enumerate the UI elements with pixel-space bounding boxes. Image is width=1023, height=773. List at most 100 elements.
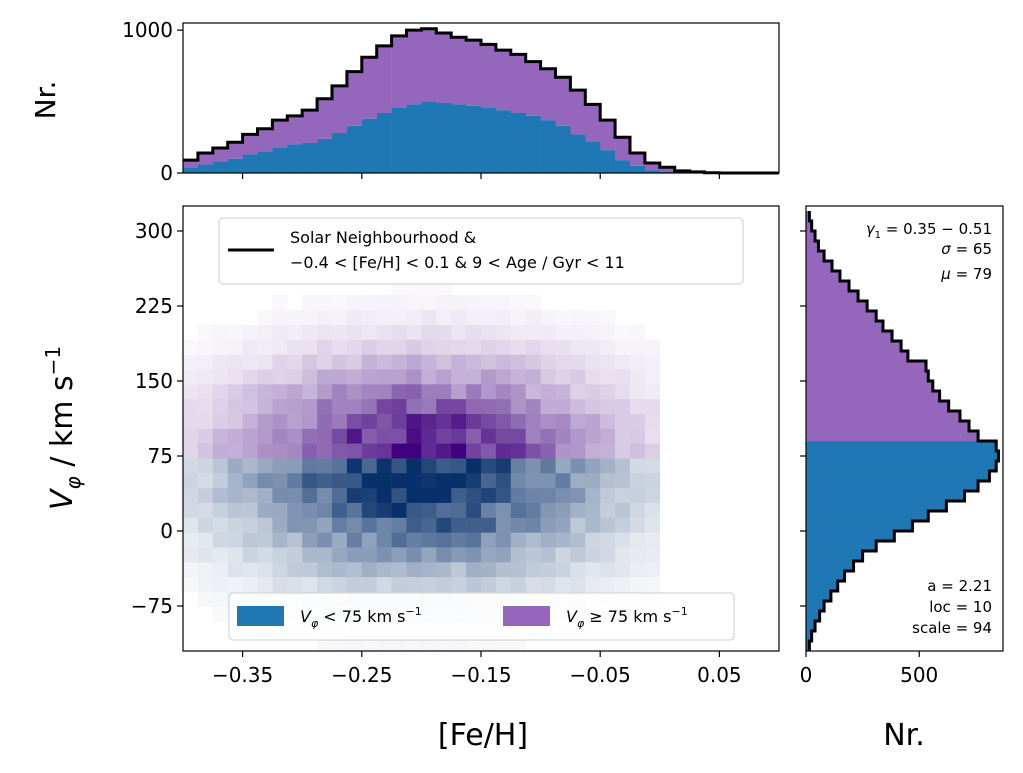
heatmap-cell bbox=[466, 309, 482, 325]
heatmap-cell bbox=[585, 517, 601, 533]
heatmap-cell bbox=[630, 384, 646, 400]
heatmap-cell bbox=[540, 428, 556, 444]
heatmap-cell bbox=[272, 502, 288, 518]
heatmap-cell bbox=[421, 413, 437, 429]
heatmap-cell bbox=[481, 384, 497, 400]
right-bar-low bbox=[806, 491, 965, 502]
heatmap-cell bbox=[585, 458, 601, 474]
heatmap-cell bbox=[600, 517, 616, 533]
heatmap-cell bbox=[332, 354, 348, 370]
heatmap-cell bbox=[406, 562, 422, 578]
top-bar-low bbox=[436, 103, 452, 173]
right-bar-low bbox=[806, 521, 913, 532]
heatmap-cell bbox=[495, 443, 512, 459]
top-bar-high bbox=[257, 128, 273, 152]
heatmap-cell bbox=[421, 369, 437, 385]
heatmap-cell bbox=[183, 562, 199, 578]
heatmap-cell bbox=[481, 562, 497, 578]
heatmap-cell bbox=[466, 443, 482, 459]
heatmap-cell bbox=[406, 576, 422, 592]
heatmap-cell bbox=[361, 532, 377, 548]
heatmap-cell bbox=[391, 295, 407, 311]
heatmap-cell bbox=[451, 576, 467, 592]
heatmap-cell bbox=[481, 502, 497, 518]
heatmap-cell bbox=[317, 324, 333, 340]
heatmap-cell bbox=[272, 413, 288, 429]
heatmap-cell bbox=[346, 517, 363, 533]
top-bar-high bbox=[495, 50, 512, 111]
heatmap-cell bbox=[600, 473, 616, 489]
right-bar-high bbox=[806, 331, 893, 342]
heatmap-cell bbox=[510, 443, 526, 459]
top-bar-low bbox=[227, 158, 243, 173]
right-bar-high bbox=[806, 281, 850, 292]
heatmap-cell bbox=[570, 547, 586, 563]
heatmap-cell bbox=[615, 547, 631, 563]
heatmap-cell bbox=[332, 309, 348, 325]
top-y-tick-label: 0 bbox=[160, 161, 173, 185]
annotation-bottom-right: a = 2.21 loc = 10 scale = 94 bbox=[912, 577, 992, 637]
heatmap-cell bbox=[302, 473, 318, 489]
annotation-top-right: γ1 = 0.35 − 0.51 σ = 65 μ = 79 bbox=[866, 220, 992, 283]
heatmap-cell bbox=[227, 532, 243, 548]
heatmap-cell bbox=[376, 576, 392, 592]
top-bar-low bbox=[451, 104, 467, 173]
heatmap-cell bbox=[227, 547, 243, 563]
heatmap-cell bbox=[197, 369, 214, 385]
heatmap-cell bbox=[495, 398, 512, 414]
heatmap-cell bbox=[451, 384, 467, 400]
heatmap-cell bbox=[436, 369, 452, 385]
top-y-tick-label: 1000 bbox=[122, 18, 173, 42]
right-bar-low bbox=[806, 451, 999, 462]
heatmap-cell bbox=[466, 354, 482, 370]
heatmap-cell bbox=[391, 458, 407, 474]
heatmap-cell bbox=[436, 502, 452, 518]
annotation-a: a = 2.21 bbox=[927, 577, 992, 595]
heatmap-cell bbox=[510, 487, 526, 503]
heatmap-cell bbox=[451, 473, 467, 489]
heatmap-cell bbox=[570, 384, 586, 400]
heatmap-cell bbox=[317, 339, 333, 355]
heatmap-cell bbox=[406, 398, 422, 414]
right-bar-low bbox=[806, 581, 838, 592]
right-bar-low bbox=[806, 461, 997, 472]
heatmap-cell bbox=[302, 532, 318, 548]
heatmap-cell bbox=[317, 576, 333, 592]
heatmap-cell bbox=[346, 413, 363, 429]
right-bar-high bbox=[806, 291, 859, 302]
heatmap-cell bbox=[540, 443, 556, 459]
heatmap-cell bbox=[376, 532, 392, 548]
heatmap-cell bbox=[212, 428, 228, 444]
right-bar-high bbox=[806, 431, 979, 442]
top-bar-low bbox=[272, 147, 288, 173]
heatmap-cell bbox=[272, 576, 288, 592]
heatmap-cell bbox=[346, 473, 363, 489]
heatmap-cell bbox=[242, 384, 258, 400]
right-bar-high bbox=[806, 311, 877, 322]
heatmap-cell bbox=[436, 398, 452, 414]
heatmap-cell bbox=[302, 547, 318, 563]
heatmap-cell bbox=[615, 398, 631, 414]
top-bar-high bbox=[585, 104, 601, 142]
heatmap-cell bbox=[585, 562, 601, 578]
heatmap-cell bbox=[391, 576, 407, 592]
heatmap-cell bbox=[615, 562, 631, 578]
heatmap-cell bbox=[242, 428, 258, 444]
heatmap-cell bbox=[421, 562, 437, 578]
heatmap-cell bbox=[630, 443, 646, 459]
heatmap-cell bbox=[376, 398, 392, 414]
heatmap-cell bbox=[346, 502, 363, 518]
heatmap-cell bbox=[272, 324, 288, 340]
heatmap-cell bbox=[644, 473, 661, 489]
heatmap-cell bbox=[287, 458, 303, 474]
heatmap-cell bbox=[421, 295, 437, 311]
heatmap-cell bbox=[317, 443, 333, 459]
heatmap-cell bbox=[227, 487, 243, 503]
heatmap-cell bbox=[451, 369, 467, 385]
heatmap-cell bbox=[257, 458, 273, 474]
right-bar-low bbox=[806, 641, 810, 652]
heatmap-cell bbox=[257, 562, 273, 578]
heatmap-cell bbox=[436, 309, 452, 325]
heatmap-cell bbox=[555, 517, 571, 533]
heatmap-cell bbox=[376, 295, 392, 311]
